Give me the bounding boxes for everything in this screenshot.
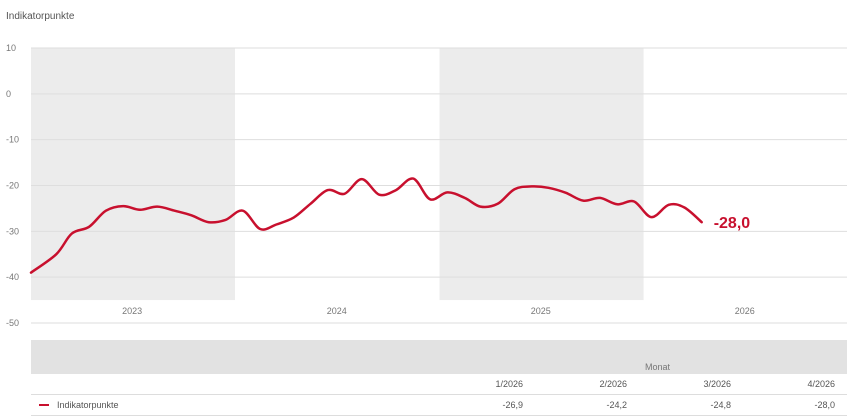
year-bands [31,48,644,301]
table-cell: -24,2 [606,400,627,410]
column-header: 4/2026 [807,379,835,389]
x-tick-label: 2024 [327,306,347,316]
y-tick-label: 0 [6,89,11,99]
x-axis-ticks: 2023 2024 2025 2026 [122,306,755,316]
series-layer [29,177,703,274]
x-tick-label: 2023 [122,306,142,316]
end-value-label: -28,0 [714,215,751,232]
table-row: Indikatorpunkte -26,9 -24,2 -24,8 -28,0 [31,395,847,416]
table-header: Monat [31,340,847,374]
series-swatch [39,404,49,406]
column-header: 3/2026 [703,379,731,389]
y-axis-label: Indikatorpunkte [6,11,75,22]
x-tick-label: 2025 [531,306,551,316]
row-label: Indikatorpunkte [57,400,119,410]
table-group-title: Monat [644,362,670,372]
table-cell: -24,8 [710,400,731,410]
grid-lines [31,47,847,324]
y-tick-label: -20 [6,181,19,191]
table-cell: -28,0 [814,400,835,410]
y-tick-label: 10 [6,43,16,53]
y-tick-label: -40 [6,272,19,282]
line-chart: 10 0 -10 -20 -30 -40 -50 2023 2024 2025 2026 Indi… [6,11,847,328]
y-tick-label: -10 [6,135,19,145]
year-band-2025 [439,48,644,301]
y-tick-label: -50 [6,318,19,328]
column-header: 2/2026 [599,379,627,389]
table-cell: -26,9 [502,400,523,410]
y-tick-label: -30 [6,226,19,236]
table-column-header-row: 1/2026 2/2026 3/2026 4/2026 [31,374,847,395]
column-header: 1/2026 [495,379,523,389]
x-tick-label: 2026 [735,306,755,316]
data-table: Monat 1/2026 2/2026 3/2026 4/2026 Indika… [31,340,847,416]
year-band-2023 [31,48,235,301]
y-axis-ticks: 10 0 -10 -20 -30 -40 -50 [6,43,19,328]
series-line [29,177,703,274]
